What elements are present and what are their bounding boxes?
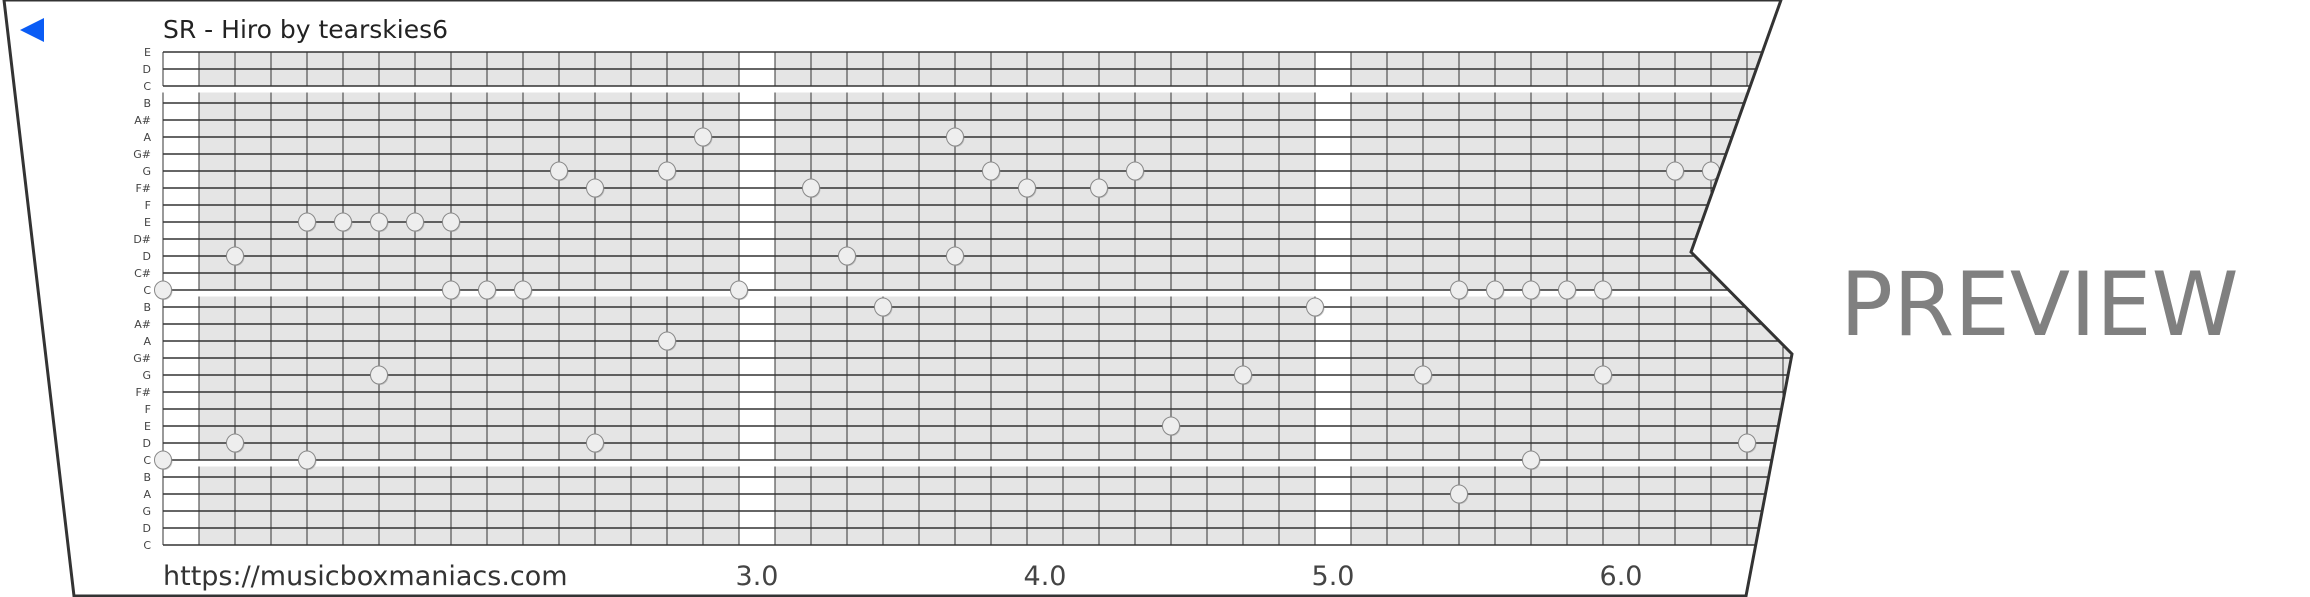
pitch-label: A: [143, 131, 151, 144]
preview-watermark: PREVIEW: [1840, 253, 2239, 356]
octave-gap: [163, 86, 1792, 93]
note-G[interactable]: [1414, 365, 1432, 385]
note-B[interactable]: [1306, 297, 1324, 317]
note-G[interactable]: [1666, 161, 1684, 181]
note-G[interactable]: [370, 365, 388, 385]
note-E[interactable]: [406, 212, 424, 232]
pitch-label: G: [142, 505, 151, 518]
pitch-label: E: [144, 420, 151, 433]
note-C[interactable]: [1594, 280, 1612, 300]
note-D[interactable]: [838, 246, 856, 266]
pitch-label: D: [143, 522, 151, 535]
beat-label: 6.0: [1600, 561, 1643, 592]
note-D[interactable]: [586, 433, 604, 453]
note-C[interactable]: [1522, 450, 1540, 470]
note-G[interactable]: [1594, 365, 1612, 385]
pitch-label: D#: [133, 233, 151, 246]
pitch-label: D: [143, 63, 151, 76]
note-F#[interactable]: [802, 178, 820, 198]
note-G[interactable]: [550, 161, 568, 181]
pitch-label: G: [142, 369, 151, 382]
pitch-label: F: [145, 403, 151, 416]
pitch-label: F#: [135, 182, 151, 195]
pitch-label: B: [143, 301, 151, 314]
note-C[interactable]: [1450, 280, 1468, 300]
pitch-label: F: [145, 199, 151, 212]
note-C[interactable]: [730, 280, 748, 300]
beat-label: 5.0: [1312, 561, 1355, 592]
note-C[interactable]: [442, 280, 460, 300]
note-D[interactable]: [226, 433, 244, 453]
pitch-label: C: [143, 454, 151, 467]
note-F#[interactable]: [1090, 178, 1108, 198]
note-A[interactable]: [658, 331, 676, 351]
measure-column: [1315, 52, 1351, 545]
note-grid: [162, 51, 1792, 546]
note-G[interactable]: [1234, 365, 1252, 385]
note-E[interactable]: [1162, 416, 1180, 436]
grid-background: [163, 52, 1792, 545]
octave-gap: [163, 460, 1792, 467]
pitch-label: G#: [133, 148, 151, 161]
note-C[interactable]: [1558, 280, 1576, 300]
pitch-label: E: [144, 216, 151, 229]
page-title: SR - Hiro by tearskies6: [163, 15, 448, 44]
pitch-label: D: [143, 437, 151, 450]
note-A[interactable]: [694, 127, 712, 147]
note-D[interactable]: [946, 246, 964, 266]
note-D[interactable]: [1738, 433, 1756, 453]
pitch-label: G#: [133, 352, 151, 365]
pitch-label: B: [143, 471, 151, 484]
back-button[interactable]: [20, 18, 44, 42]
pitch-label: A: [143, 335, 151, 348]
pitch-label: C: [143, 80, 151, 93]
note-C[interactable]: [154, 280, 172, 300]
note-C[interactable]: [478, 280, 496, 300]
note-C[interactable]: [298, 450, 316, 470]
notes-layer: [154, 127, 1757, 504]
octave-gap: [163, 290, 1792, 297]
note-D[interactable]: [226, 246, 244, 266]
pitch-label: E: [144, 46, 151, 59]
ribbon-outline: [2, 0, 1794, 597]
pitch-label: B: [143, 97, 151, 110]
note-C[interactable]: [1522, 280, 1540, 300]
beat-label: 4.0: [1024, 561, 1067, 592]
note-F#[interactable]: [1018, 178, 1036, 198]
pitch-label: C#: [134, 267, 151, 280]
note-C[interactable]: [514, 280, 532, 300]
pitch-label: F#: [135, 386, 151, 399]
pitch-label: D: [143, 250, 151, 263]
pitch-label: A: [143, 488, 151, 501]
back-triangle-icon[interactable]: [20, 18, 44, 42]
note-A[interactable]: [1450, 484, 1468, 504]
note-F#[interactable]: [586, 178, 604, 198]
pitch-label: C: [143, 539, 151, 552]
note-B[interactable]: [874, 297, 892, 317]
note-E[interactable]: [334, 212, 352, 232]
note-E[interactable]: [370, 212, 388, 232]
note-C[interactable]: [1486, 280, 1504, 300]
pitch-label: A#: [134, 318, 151, 331]
note-C[interactable]: [154, 450, 172, 470]
note-E[interactable]: [442, 212, 460, 232]
beat-labels: 3.0 4.0 5.0 6.0: [736, 561, 1643, 592]
site-url-link[interactable]: https://musicboxmaniacs.com: [163, 561, 568, 592]
note-G[interactable]: [658, 161, 676, 181]
note-A[interactable]: [946, 127, 964, 147]
pitch-label: A#: [134, 114, 151, 127]
note-G[interactable]: [1126, 161, 1144, 181]
beat-label: 3.0: [736, 561, 779, 592]
pitch-label: G: [142, 165, 151, 178]
note-G[interactable]: [982, 161, 1000, 181]
note-E[interactable]: [298, 212, 316, 232]
pitch-label: C: [143, 284, 151, 297]
